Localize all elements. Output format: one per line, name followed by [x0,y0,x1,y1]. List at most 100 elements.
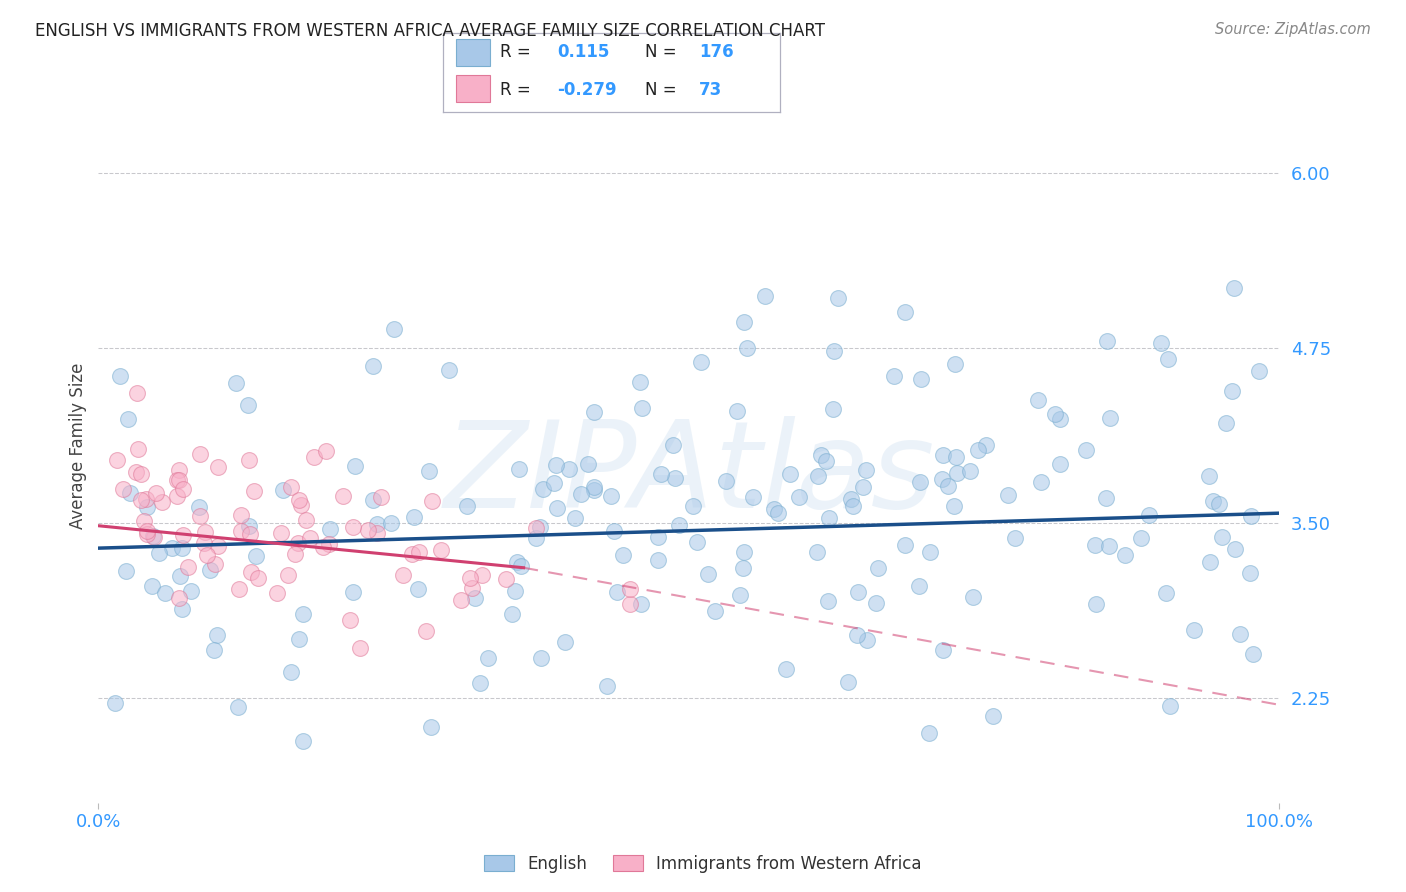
Text: R =: R = [501,80,531,98]
Point [245,549,267,563]
Point [932,448,955,462]
Point [817,594,839,608]
Point [1098,539,1121,553]
Point [318,537,340,551]
Point [855,632,877,647]
Point [288,492,311,507]
Point [105,453,128,467]
Y-axis label: Average Family Size: Average Family Size [69,363,87,529]
Point [177,559,200,574]
Point [883,369,905,384]
Point [852,480,875,494]
Point [704,604,727,618]
Point [931,472,953,486]
Point [450,592,472,607]
Point [837,675,859,690]
Point [134,514,156,528]
Point [619,597,641,611]
Point [315,444,337,458]
Point [420,719,443,733]
Point [238,519,260,533]
Point [842,499,865,513]
Point [619,582,641,597]
Text: 0.115: 0.115 [558,43,610,61]
Point [814,454,837,468]
Point [243,483,266,498]
Point [1225,541,1247,556]
Point [339,613,361,627]
Point [1049,457,1071,471]
Point [1240,508,1263,523]
Point [142,529,165,543]
Point [529,519,551,533]
Point [524,521,547,535]
Point [155,586,177,600]
Point [284,547,307,561]
Point [818,511,841,525]
Point [382,322,405,336]
Point [630,597,652,611]
Point [406,582,429,596]
Point [287,536,309,550]
Point [318,522,340,536]
Point [855,463,877,477]
Point [193,536,215,550]
Point [733,315,755,329]
Point [647,552,669,566]
Point [1241,648,1264,662]
Point [342,520,364,534]
Point [846,585,869,599]
Point [775,662,797,676]
Point [1239,566,1261,581]
Point [207,539,229,553]
Point [943,357,966,371]
Point [415,624,437,638]
Point [1031,475,1053,489]
Point [685,534,707,549]
Point [167,462,190,476]
Point [846,628,869,642]
Point [207,459,229,474]
Point [117,412,139,426]
Text: 176: 176 [699,43,734,61]
Point [418,464,440,478]
Point [271,483,294,497]
Point [304,450,326,464]
Point [429,543,451,558]
Point [1208,496,1230,510]
Point [779,467,801,481]
Point [145,486,167,500]
Point [630,401,652,416]
Text: ENGLISH VS IMMIGRANTS FROM WESTERN AFRICA AVERAGE FAMILY SIZE CORRELATION CHART: ENGLISH VS IMMIGRANTS FROM WESTERN AFRIC… [35,22,825,40]
Point [172,527,194,541]
Point [290,498,312,512]
Point [823,343,845,358]
Point [225,376,247,390]
Point [596,679,619,693]
Point [456,499,478,513]
Point [599,489,621,503]
Point [787,491,810,505]
Point [506,555,529,569]
Point [1074,443,1097,458]
Point [366,526,388,541]
Bar [457,39,491,66]
Point [291,607,314,621]
Point [170,541,193,555]
Point [298,532,321,546]
Point [865,596,887,610]
Point [662,438,685,452]
Point [266,585,288,599]
Point [125,465,148,479]
Point [582,480,605,494]
Point [167,591,190,605]
Point [1229,627,1251,641]
Point [1249,364,1271,378]
Point [524,532,547,546]
Point [363,359,385,373]
Point [135,527,157,541]
Point [503,584,526,599]
Point [342,585,364,599]
Point [160,541,183,555]
Point [1098,410,1121,425]
